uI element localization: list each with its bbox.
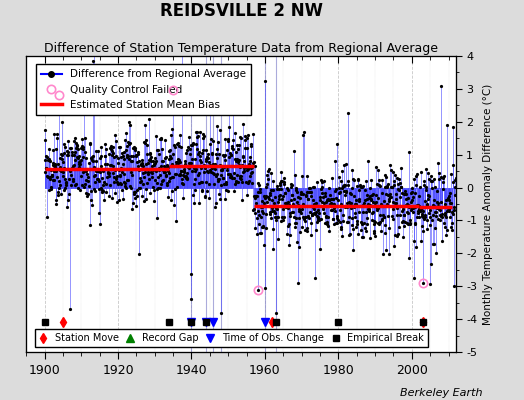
Text: Berkeley Earth: Berkeley Earth	[400, 388, 482, 398]
Y-axis label: Monthly Temperature Anomaly Difference (°C): Monthly Temperature Anomaly Difference (…	[483, 83, 493, 325]
Text: REIDSVILLE 2 NW: REIDSVILLE 2 NW	[159, 2, 323, 20]
Title: Difference of Station Temperature Data from Regional Average: Difference of Station Temperature Data f…	[44, 42, 438, 55]
Legend: Station Move, Record Gap, Time of Obs. Change, Empirical Break: Station Move, Record Gap, Time of Obs. C…	[35, 329, 428, 347]
